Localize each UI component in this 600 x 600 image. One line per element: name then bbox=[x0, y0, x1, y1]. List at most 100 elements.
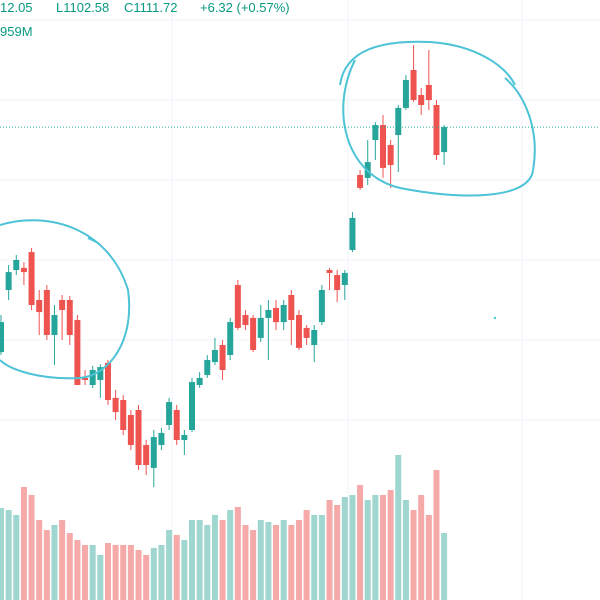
volume-bar bbox=[364, 500, 371, 600]
candle-body bbox=[295, 315, 302, 348]
candle-body bbox=[120, 400, 127, 430]
candle-body bbox=[74, 320, 81, 385]
candle-body bbox=[28, 252, 35, 305]
volume-bar bbox=[410, 510, 417, 600]
volume-bar bbox=[265, 522, 272, 600]
annotation-dot bbox=[493, 316, 497, 320]
volume-bar bbox=[295, 520, 302, 600]
candle-body bbox=[112, 397, 119, 413]
volume-bar bbox=[43, 530, 50, 600]
candle-body bbox=[387, 145, 394, 165]
candle-body bbox=[13, 260, 20, 270]
candle-body bbox=[97, 367, 104, 380]
volume-bar bbox=[219, 520, 226, 600]
volume-bar bbox=[311, 514, 318, 600]
volume-bar bbox=[242, 524, 249, 600]
legend: 12.05 L1102.58 C1111.72 +6.32 (+0.57%) 9… bbox=[0, 0, 290, 39]
candles bbox=[0, 45, 448, 488]
volume-bar bbox=[74, 540, 81, 600]
volume-bar bbox=[127, 544, 134, 600]
candle-body bbox=[418, 95, 425, 105]
volume-bar bbox=[288, 524, 295, 600]
candle-body bbox=[318, 290, 325, 323]
volume-bar bbox=[334, 504, 341, 600]
candle-body bbox=[181, 435, 188, 440]
candle-body bbox=[425, 85, 432, 100]
volume-bar bbox=[227, 510, 234, 600]
legend-high: 12.05 bbox=[0, 0, 33, 15]
volume-bar bbox=[97, 554, 104, 600]
candle-body bbox=[349, 217, 356, 250]
volume-bar bbox=[181, 540, 188, 600]
candle-body bbox=[441, 127, 448, 153]
volume-bar bbox=[418, 494, 425, 600]
volume-bar bbox=[135, 550, 142, 600]
candle-body bbox=[410, 70, 417, 100]
legend-low: L1102.58 bbox=[56, 0, 109, 15]
volume-bar bbox=[13, 514, 20, 600]
candle-body bbox=[135, 410, 142, 465]
volume-bar bbox=[257, 520, 264, 600]
candle-body bbox=[196, 377, 203, 385]
volume-bar bbox=[82, 544, 89, 600]
volume-bar bbox=[341, 496, 348, 600]
volume-bar bbox=[20, 486, 27, 600]
volume-bar bbox=[196, 520, 203, 600]
candle-body bbox=[36, 300, 43, 313]
candle-body bbox=[204, 360, 211, 375]
annotation-circle bbox=[339, 40, 536, 197]
candle-body bbox=[51, 315, 58, 335]
candle-body bbox=[158, 432, 165, 445]
volume-bar bbox=[0, 507, 4, 600]
candle-body bbox=[433, 105, 440, 155]
candle-body bbox=[326, 270, 333, 273]
candle-body bbox=[173, 410, 180, 440]
candle-body bbox=[395, 107, 402, 135]
volume-bar bbox=[326, 500, 333, 600]
volume-bar bbox=[28, 494, 35, 600]
candle-body bbox=[150, 437, 157, 468]
volume-bar bbox=[387, 490, 394, 600]
candle-body bbox=[234, 285, 241, 328]
volume-bar bbox=[143, 554, 150, 600]
volume-bar bbox=[211, 514, 218, 600]
volume-bar bbox=[173, 534, 180, 600]
volume-bar bbox=[166, 530, 173, 600]
candle-body bbox=[250, 317, 257, 350]
candle-body bbox=[357, 175, 364, 188]
candle-body bbox=[143, 445, 150, 465]
candle-body bbox=[5, 272, 12, 290]
volume-bar bbox=[66, 533, 73, 600]
volume-bar bbox=[189, 520, 195, 600]
volume-bar bbox=[234, 506, 241, 600]
candle-body bbox=[227, 322, 234, 355]
candle-body bbox=[166, 402, 173, 425]
candle-body bbox=[265, 310, 272, 318]
candle-body bbox=[219, 345, 226, 370]
candle-body bbox=[43, 290, 50, 335]
legend-close: C1111.72 bbox=[124, 0, 178, 15]
annotation-circle bbox=[0, 219, 131, 380]
volume-bar bbox=[89, 544, 96, 600]
candle-body bbox=[303, 327, 310, 338]
volume-bar bbox=[112, 544, 119, 600]
candle-body bbox=[311, 330, 318, 345]
legend-change: +6.32 (+0.57%) bbox=[200, 0, 290, 15]
volume-bar bbox=[204, 524, 211, 600]
volume-bar bbox=[441, 532, 448, 600]
candle-body bbox=[334, 275, 341, 290]
candle-body bbox=[288, 295, 295, 320]
candle-body bbox=[341, 272, 348, 285]
volume-bar bbox=[372, 494, 379, 600]
candle-body bbox=[372, 125, 379, 140]
candle-body bbox=[20, 267, 27, 273]
volume-bar bbox=[36, 520, 43, 600]
candle-body bbox=[89, 370, 96, 385]
candle-body bbox=[257, 317, 264, 338]
volume-bar bbox=[120, 544, 127, 600]
candle-body bbox=[402, 80, 409, 108]
candle-body bbox=[104, 362, 111, 400]
